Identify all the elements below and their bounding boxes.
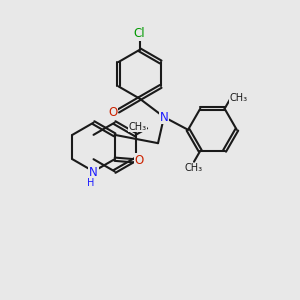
Text: O: O xyxy=(108,106,118,119)
Text: Cl: Cl xyxy=(134,27,146,40)
Text: N: N xyxy=(89,167,98,179)
Text: H: H xyxy=(87,178,94,188)
Text: N: N xyxy=(160,110,168,124)
Text: CH₃: CH₃ xyxy=(229,93,247,103)
Text: O: O xyxy=(134,154,144,167)
Text: CH₃: CH₃ xyxy=(185,163,203,173)
Text: CH₃: CH₃ xyxy=(128,122,147,132)
